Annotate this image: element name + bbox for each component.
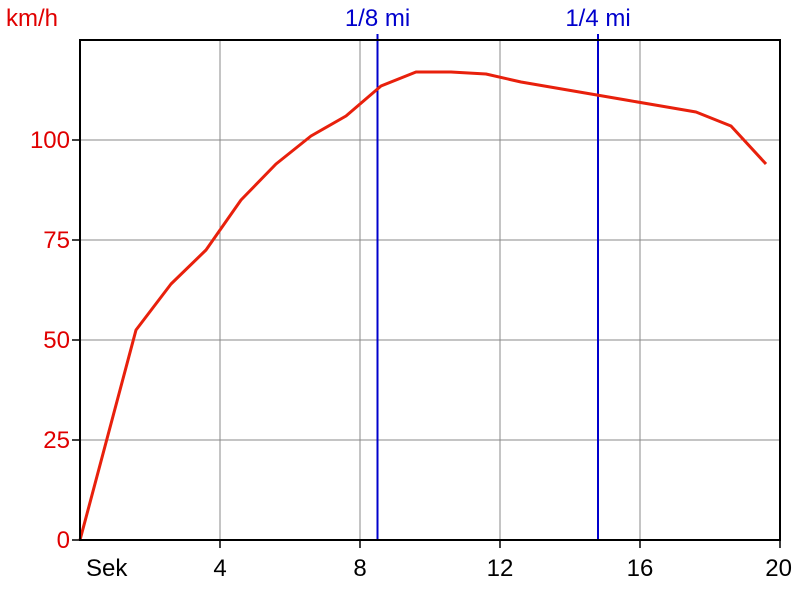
distance-markers: 1/8 mi 1/4 mi — [345, 5, 631, 540]
x-tick-label-2: 12 — [487, 555, 514, 582]
y-tick-label-3: 75 — [43, 227, 70, 254]
plot-frame — [79, 39, 781, 541]
y-tick-label-4: 100 — [30, 127, 70, 154]
x-tick-label-4: 20 — [765, 555, 792, 582]
x-tick-label-1: 8 — [353, 555, 366, 582]
x-tick-label-3: 16 — [627, 555, 654, 582]
marker-label-0: 1/8 mi — [345, 5, 410, 32]
axis-ticks: 0 25 50 75 100 4 8 12 16 20 — [30, 127, 792, 582]
marker-label-1: 1/4 mi — [565, 5, 630, 32]
x-axis-unit-label: Sek — [86, 555, 128, 582]
grid-lines — [80, 40, 780, 540]
y-tick-label-2: 50 — [43, 327, 70, 354]
y-tick-label-0: 0 — [57, 527, 70, 554]
x-tick-label-0: 4 — [213, 555, 226, 582]
speed-series-line — [78, 70, 768, 541]
y-axis-unit-label: km/h — [6, 5, 58, 32]
y-tick-label-1: 25 — [43, 427, 70, 454]
